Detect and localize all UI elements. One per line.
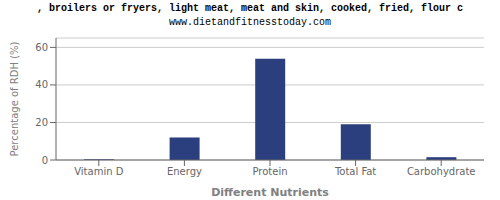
- svg-text:Carbohydrate: Carbohydrate: [407, 166, 476, 177]
- svg-text:0: 0: [42, 155, 48, 166]
- svg-text:20: 20: [35, 117, 48, 128]
- svg-text:Total Fat: Total Fat: [334, 166, 376, 177]
- html-text:, broilers or fryers, light me: , broilers or fryers, light meat, meat a…: [37, 3, 463, 14]
- svg-text:40: 40: [35, 79, 48, 90]
- svg-text:Different Nutrients: Different Nutrients: [211, 186, 329, 199]
- svg-text:Percentage of RDH (%): Percentage of RDH (%): [9, 41, 20, 156]
- svg-text:Energy: Energy: [167, 166, 202, 177]
- svg-text:Protein: Protein: [252, 166, 287, 177]
- svg-text:60: 60: [35, 42, 48, 53]
- html-text:www.dietandfitnesstoday.com: www.dietandfitnesstoday.com: [169, 17, 331, 28]
- svg-text:Vitamin D: Vitamin D: [74, 166, 123, 177]
